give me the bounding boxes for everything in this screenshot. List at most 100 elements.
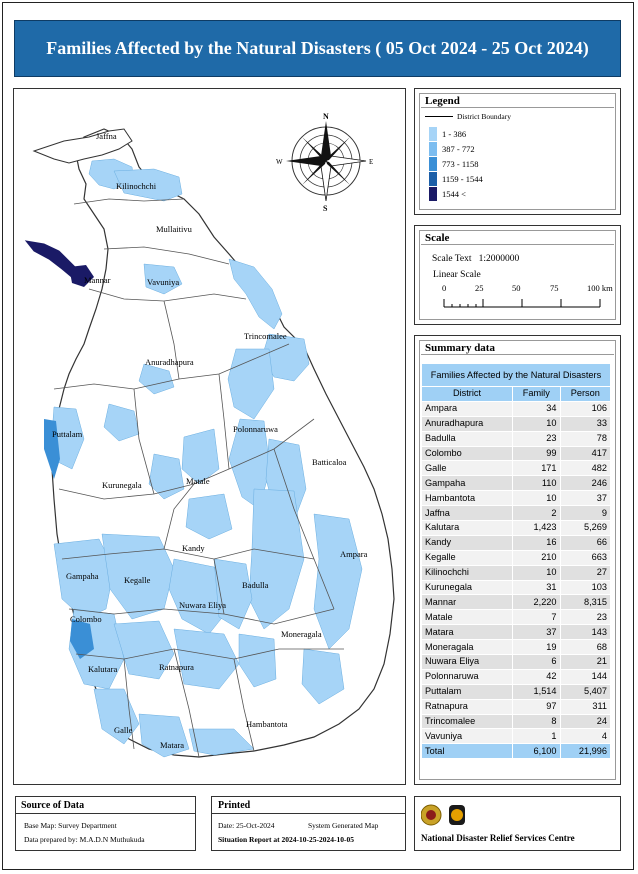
table-row: Gampaha 110 246 xyxy=(420,475,612,492)
person-cell: 143 xyxy=(559,624,612,641)
person-cell: 27 xyxy=(559,564,612,581)
compass-rose-icon: N S E W xyxy=(276,112,373,213)
district-cell: Ampara xyxy=(420,400,514,417)
legend-class-4: 1159 - 1544 xyxy=(429,172,483,186)
org-name: National Disaster Relief Services Centre xyxy=(421,833,575,843)
scale-tick-25: 25 xyxy=(475,283,484,293)
family-cell: 10 xyxy=(512,490,561,507)
label-colombo: Colombo xyxy=(70,614,102,624)
district-cell: Colombo xyxy=(420,445,514,462)
family-cell: 10 xyxy=(512,564,561,581)
district-cell: Jaffna xyxy=(420,505,514,522)
boundary-label: District Boundary xyxy=(457,112,511,121)
table-row: Matara 37 143 xyxy=(420,624,612,641)
label-mannar: Mannar xyxy=(84,275,111,285)
legend-class-5: 1544 < xyxy=(429,187,466,201)
table-row: Kandy 16 66 xyxy=(420,534,612,551)
label-polonnaruwa: Polonnaruwa xyxy=(233,424,278,434)
person-cell: 417 xyxy=(559,445,612,462)
boundary-line xyxy=(425,116,453,117)
label-kurunegala: Kurunegala xyxy=(102,480,142,490)
legend-class-2: 387 - 772 xyxy=(429,142,475,156)
district-cell: Trincomalee xyxy=(420,713,514,730)
total-family: 6,100 xyxy=(512,743,561,760)
label-trincomalee: Trincomalee xyxy=(244,331,287,341)
table-row: Puttalam 1,514 5,407 xyxy=(420,683,612,700)
affected-areas xyxy=(51,158,363,758)
linear-scale-label: Linear Scale xyxy=(433,270,481,280)
district-cell: Moneragala xyxy=(420,639,514,656)
label-galle: Galle xyxy=(114,725,133,735)
family-cell: 1,514 xyxy=(512,683,561,700)
label-matara: Matara xyxy=(160,740,184,750)
org-panel: National Disaster Relief Services Centre xyxy=(414,796,621,851)
svg-text:E: E xyxy=(369,158,373,166)
district-cell: Hambantota xyxy=(420,490,514,507)
family-cell: 2 xyxy=(512,505,561,522)
person-cell: 66 xyxy=(559,534,612,551)
family-cell: 1,423 xyxy=(512,520,561,536)
scale-title: Scale xyxy=(425,232,450,244)
family-cell: 19 xyxy=(512,639,561,656)
table-row: Vavuniya 1 4 xyxy=(420,728,612,745)
summary-title: Summary data xyxy=(425,342,495,354)
source-panel: Source of Data Base Map: Survey Departme… xyxy=(15,796,196,851)
label-batticaloa: Batticaloa xyxy=(312,457,347,467)
table-row: Matale 7 23 xyxy=(420,609,612,626)
label-moneragala: Moneragala xyxy=(281,629,322,639)
sri-lanka-map: Jaffna Kilinochchi Mullaitivu Mannar Vav… xyxy=(24,112,395,758)
printed-panel: Printed Date: 25-Oct-2024 System Generat… xyxy=(211,796,406,851)
district-cell: Galle xyxy=(420,460,514,477)
district-cell: Mannar xyxy=(420,594,514,611)
district-cell: Polonnaruwa xyxy=(420,668,514,685)
district-boundaries xyxy=(53,198,344,758)
district-cell: Matale xyxy=(420,609,514,626)
district-cell: Puttalam xyxy=(420,683,514,700)
table-row: Kalutara 1,423 5,269 xyxy=(420,520,612,536)
table-row: Jaffna 2 9 xyxy=(420,505,612,522)
legend-title: Legend xyxy=(425,95,460,107)
table-row: Moneragala 19 68 xyxy=(420,639,612,656)
table-row: Nuwara Eliya 6 21 xyxy=(420,654,612,670)
label-ampara: Ampara xyxy=(340,549,368,559)
person-cell: 24 xyxy=(559,713,612,730)
label-gampaha: Gampaha xyxy=(66,571,99,581)
label-matale: Matale xyxy=(186,476,210,486)
family-cell: 110 xyxy=(512,475,561,492)
table-row: Ampara 34 106 xyxy=(420,400,612,417)
label-anuradhapura: Anuradhapura xyxy=(145,357,194,367)
family-cell: 210 xyxy=(512,549,561,566)
scale-bar xyxy=(443,299,601,308)
emblem-logos-icon xyxy=(421,804,465,826)
legend-class-3: 773 - 1158 xyxy=(429,157,479,171)
person-cell: 37 xyxy=(559,490,612,507)
situation-report: Situation Report at 2024-10-25-2024-10-0… xyxy=(218,835,355,844)
person-cell: 663 xyxy=(559,549,612,566)
svg-text:N: N xyxy=(323,112,329,121)
label-hambantota: Hambantota xyxy=(246,719,288,729)
table-row: Kilinochchi 10 27 xyxy=(420,564,612,581)
district-cell: Kegalle xyxy=(420,549,514,566)
family-cell: 171 xyxy=(512,460,561,477)
summary-panel: Summary data Families Affected by the Na… xyxy=(414,335,621,785)
district-cell: Anuradhapura xyxy=(420,415,514,432)
family-cell: 23 xyxy=(512,430,561,447)
table-row: Badulla 23 78 xyxy=(420,430,612,447)
scale-tick-0: 0 xyxy=(442,283,447,293)
person-cell: 5,269 xyxy=(559,520,612,536)
mannar-mainland xyxy=(69,265,94,287)
table-row: Galle 171 482 xyxy=(420,460,612,477)
district-cell: Kurunegala xyxy=(420,579,514,596)
family-cell: 7 xyxy=(512,609,561,626)
family-cell: 6 xyxy=(512,654,561,670)
printed-title: Printed xyxy=(218,800,251,811)
col-header-district: District xyxy=(420,386,514,402)
person-cell: 246 xyxy=(559,475,612,492)
family-cell: 97 xyxy=(512,698,561,715)
total-label: Total xyxy=(420,743,514,760)
table-row: Anuradhapura 10 33 xyxy=(420,415,612,432)
district-cell: Badulla xyxy=(420,430,514,447)
person-cell: 21 xyxy=(559,654,612,670)
person-cell: 311 xyxy=(559,698,612,715)
